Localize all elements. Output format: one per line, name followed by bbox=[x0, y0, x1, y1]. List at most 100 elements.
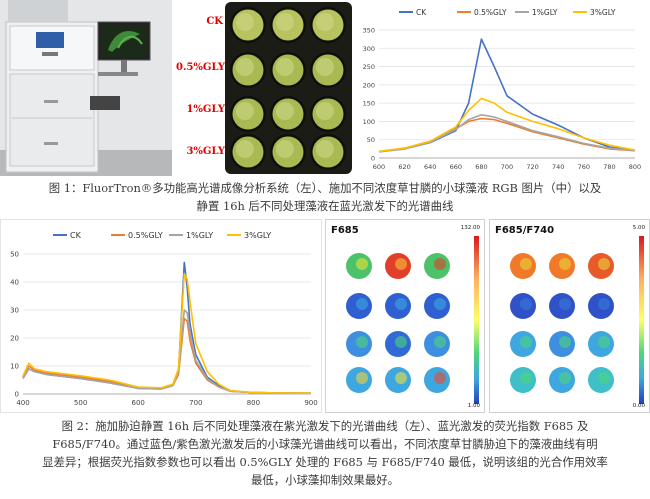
well-highlight bbox=[276, 102, 294, 120]
caption-2-line-3: 显差异；根据荧光指数参数也可以看出 0.5%GLY 处理的 F685 与 F68… bbox=[42, 455, 608, 469]
legend-label: 1%GLY bbox=[186, 231, 213, 240]
y-tick-label: 250 bbox=[363, 63, 375, 71]
x-tick-label: 600 bbox=[373, 163, 385, 171]
heatmap-ratio-scale-max: 5.00 bbox=[632, 225, 645, 231]
fluorescence-spot-core bbox=[434, 336, 446, 348]
x-tick-label: 740 bbox=[552, 163, 564, 171]
caption-2-line-4: 最低，小球藻抑制效果最好。 bbox=[250, 473, 400, 487]
fluorescence-spot-core bbox=[520, 372, 532, 384]
fluorescence-spot-core bbox=[598, 298, 610, 310]
fluorescence-spot-core bbox=[520, 336, 532, 348]
x-tick-label: 760 bbox=[578, 163, 590, 171]
chart-2-svg: 0 10 20 30 40 50 400 500 600 700 800 900 CK 0.5%GLY 1%… bbox=[10, 231, 318, 407]
well-highlight bbox=[316, 102, 334, 120]
well-highlight bbox=[236, 58, 254, 76]
y-tick-label: 150 bbox=[363, 100, 375, 108]
x-tick-label: 640 bbox=[424, 163, 436, 171]
x-tick-label: 500 bbox=[74, 399, 87, 407]
fluorescence-spot-core bbox=[434, 258, 446, 270]
fluorescence-spot-core bbox=[598, 336, 610, 348]
fluorescence-spot-core bbox=[598, 258, 610, 270]
series-line-3 bbox=[378, 97, 636, 153]
fluorescence-spot-core bbox=[356, 298, 368, 310]
x-tick-label: 680 bbox=[475, 163, 487, 171]
fluorescence-spot-core bbox=[434, 298, 446, 310]
x-tick-label: 900 bbox=[304, 399, 317, 407]
fluorescence-spot-core bbox=[559, 258, 571, 270]
plate-label-05gly: 0.5%GLY bbox=[176, 62, 225, 73]
color-scale-bar bbox=[474, 236, 479, 404]
y-tick-label: 350 bbox=[363, 27, 375, 35]
legend-label: 3%GLY bbox=[244, 231, 271, 240]
fluorescence-spot-core bbox=[395, 298, 407, 310]
fluorescence-spot-core bbox=[520, 258, 532, 270]
heatmap-f685 bbox=[346, 236, 479, 404]
heatmap-f685-scale-min: 1.00 bbox=[467, 403, 480, 409]
fluorescence-spot-core bbox=[520, 298, 532, 310]
well-highlight bbox=[276, 58, 294, 76]
fluorescence-spot-core bbox=[356, 372, 368, 384]
well-highlight bbox=[316, 13, 334, 31]
well-highlight bbox=[316, 140, 334, 158]
x-tick-label: 800 bbox=[629, 163, 641, 171]
well-highlight bbox=[236, 140, 254, 158]
figure-2-caption: 图 2：施加胁迫静置 16h 后不同处理藻液在紫光激发下的光谱曲线（左）、蓝光激… bbox=[0, 417, 650, 489]
plate-label-3gly: 3%GLY bbox=[186, 146, 225, 157]
heatmap-f685-panel: F685 132.00 1.00 bbox=[325, 219, 485, 413]
spectrum-chart-violet: 0 10 20 30 40 50 400 500 600 700 800 900 CK 0.5%GLY 1%… bbox=[0, 219, 322, 413]
legend-label: 3%GLY bbox=[590, 8, 616, 17]
caption-2-line-1: 图 2：施加胁迫静置 16h 后不同处理藻液在紫光激发下的光谱曲线（左）、蓝光激… bbox=[61, 419, 589, 433]
fluorescence-spot-core bbox=[395, 258, 407, 270]
plate-illustration bbox=[225, 2, 352, 174]
series-line-1 bbox=[22, 317, 312, 394]
x-tick-label: 620 bbox=[398, 163, 410, 171]
series-line-2 bbox=[22, 309, 312, 394]
spectrum-chart-blue: 0 50 100 150 200 250 300 350 600 620 640 660 680 700 7… bbox=[355, 0, 650, 176]
well-highlight bbox=[276, 13, 294, 31]
well-highlight bbox=[236, 13, 254, 31]
legend-label: 0.5%GLY bbox=[128, 231, 163, 240]
legend-label: CK bbox=[70, 231, 82, 240]
series-line-0 bbox=[378, 38, 636, 153]
color-scale-bar bbox=[639, 236, 644, 404]
fluorescence-spot-core bbox=[559, 298, 571, 310]
heatmap-f685-title: F685 bbox=[331, 225, 359, 236]
x-tick-label: 660 bbox=[450, 163, 462, 171]
x-tick-label: 800 bbox=[247, 399, 260, 407]
heatmap-f685-scale-max: 132.00 bbox=[460, 225, 480, 231]
fluorescence-spot-core bbox=[395, 336, 407, 348]
figure-1-caption: 图 1：FluorTron®多功能高光谱成像分析系统（左）、施加不同浓度草甘膦的… bbox=[0, 179, 650, 215]
plate-label-ck: CK bbox=[206, 16, 223, 27]
instrument-photo bbox=[0, 0, 172, 176]
y-tick-label: 30 bbox=[10, 307, 19, 315]
fluorescence-spot-core bbox=[395, 372, 407, 384]
series-line-2 bbox=[378, 114, 636, 153]
heatmap-ratio-title: F685/F740 bbox=[495, 225, 555, 236]
fluorescence-spot-core bbox=[598, 372, 610, 384]
y-tick-label: 50 bbox=[10, 251, 19, 259]
y-tick-label: 50 bbox=[367, 136, 375, 144]
x-tick-label: 780 bbox=[603, 163, 615, 171]
legend-label: 0.5%GLY bbox=[474, 8, 507, 17]
heatmap-ratio-scale-min: 0.00 bbox=[632, 403, 645, 409]
x-tick-label: 600 bbox=[132, 399, 145, 407]
well-highlight bbox=[276, 140, 294, 158]
fluorescence-spot-core bbox=[559, 336, 571, 348]
legend-label: 1%GLY bbox=[532, 8, 558, 17]
caption-1-line-1: 图 1：FluorTron®多功能高光谱成像分析系统（左）、施加不同浓度草甘膦的… bbox=[48, 181, 602, 195]
y-tick-label: 0 bbox=[371, 155, 375, 163]
well-highlight bbox=[316, 58, 334, 76]
x-tick-label: 700 bbox=[189, 399, 202, 407]
well-highlight bbox=[236, 102, 254, 120]
heatmap-ratio-panel: F685/F740 5.00 0.00 bbox=[489, 219, 650, 413]
plate-photo: CK 0.5%GLY 1%GLY 3%GLY bbox=[173, 0, 353, 176]
series-line-3 bbox=[22, 272, 312, 394]
caption-2-line-2: F685/F740。通过蓝色/紫色激光激发后的小球藻光谱曲线可以看出，不同浓度草… bbox=[52, 437, 598, 451]
fluorescence-spot-core bbox=[356, 258, 368, 270]
y-tick-label: 300 bbox=[363, 45, 375, 53]
y-tick-label: 0 bbox=[15, 391, 19, 399]
caption-1-line-2: 静置 16h 后不同处理藻液在蓝光激发下的光谱曲线 bbox=[196, 199, 454, 213]
y-tick-label: 40 bbox=[10, 279, 19, 287]
plate-label-1gly: 1%GLY bbox=[186, 104, 225, 115]
y-tick-label: 10 bbox=[10, 363, 19, 371]
